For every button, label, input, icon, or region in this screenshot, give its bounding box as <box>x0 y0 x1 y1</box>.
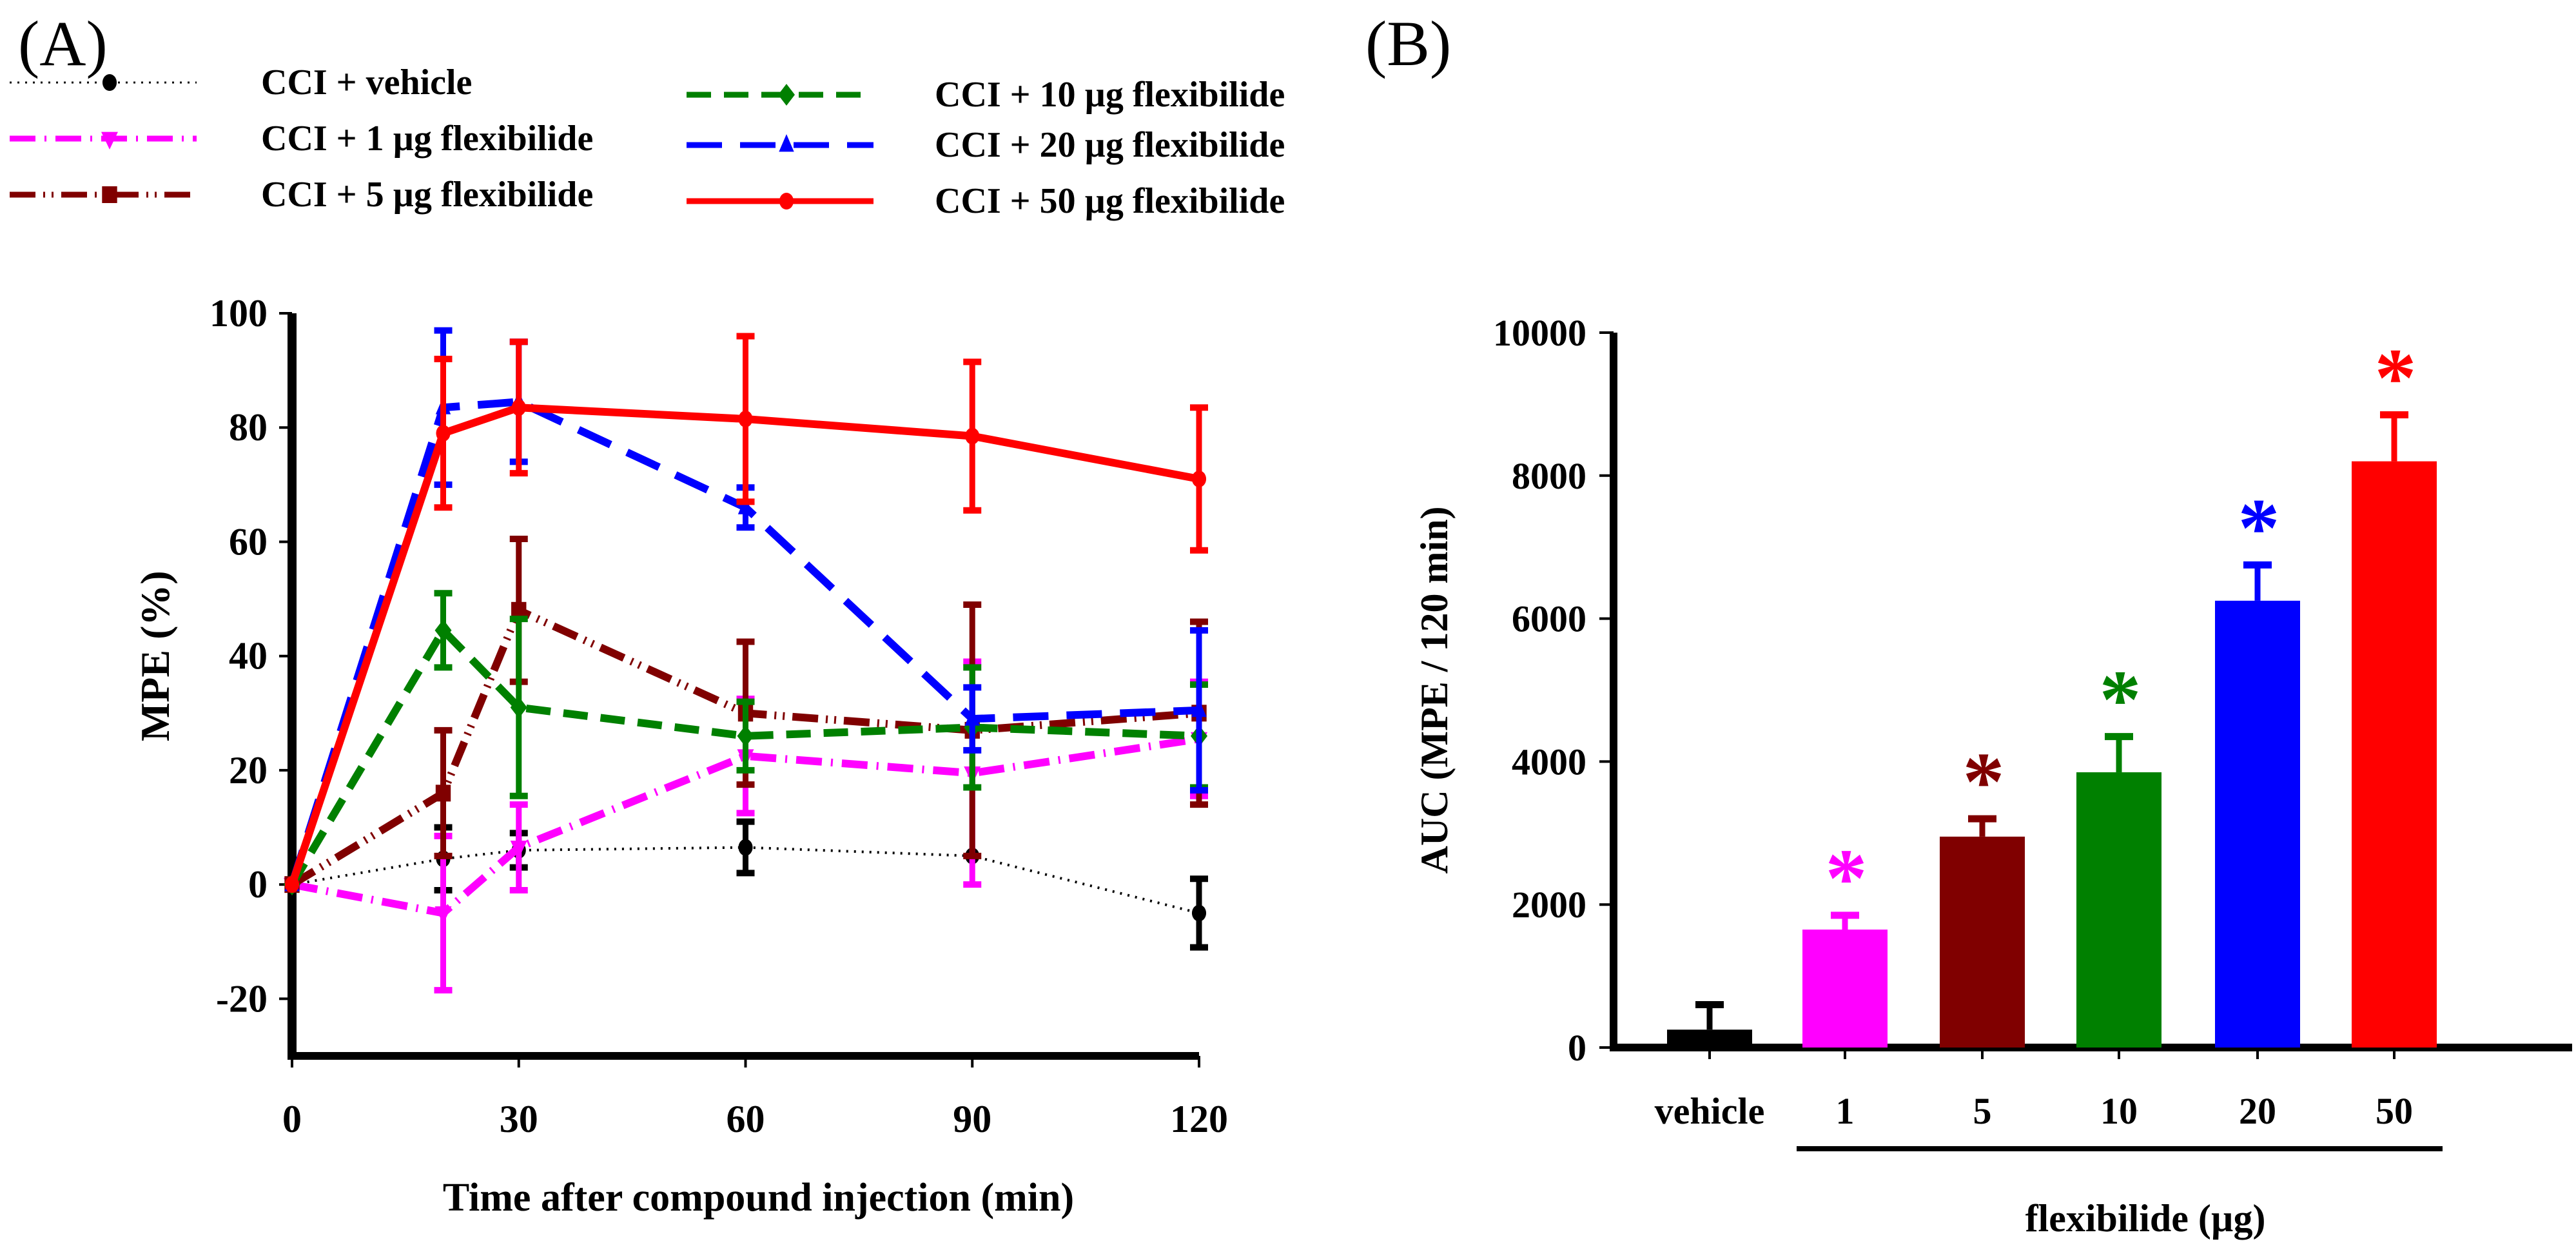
legend-marker-circle-icon <box>779 193 794 210</box>
legend-item: CCI + 10 µg flexibilide <box>683 69 1285 121</box>
data-point <box>1191 904 1207 922</box>
data-point <box>435 785 451 802</box>
legend-item: CCI + 20 µg flexibilide <box>683 119 1285 171</box>
series-line <box>289 606 1200 888</box>
data-point <box>965 427 980 445</box>
legend-label: CCI + 5 µg flexibilide <box>261 175 594 215</box>
legend-marker-triangle-down-icon <box>101 132 118 150</box>
x-tick-label: 50 <box>2376 1090 2413 1132</box>
y-tick-label: 100 <box>210 292 268 335</box>
y-axis-label: AUC (MPE / 120 min) <box>1413 507 1456 874</box>
bar-50 <box>2352 461 2437 1048</box>
legend-label: CCI + vehicle <box>261 63 473 102</box>
y-tick-label: 6000 <box>1512 598 1586 640</box>
y-tick-label: 4000 <box>1512 741 1586 783</box>
significance-asterisk-icon: * <box>1826 832 1868 925</box>
data-point <box>511 399 526 416</box>
chart-b-bar-chart: 0 2000 4000 6000 8000 10000 AUC (MPE / 120 min… <box>1413 312 2572 1240</box>
y-tick-label: 20 <box>229 749 268 792</box>
panel-b-label: (B) <box>1365 8 1452 79</box>
x-tick-label: 5 <box>1973 1090 1992 1132</box>
y-tick-label: 0 <box>248 863 268 906</box>
bar-10 <box>2076 772 2161 1048</box>
legend-label: CCI + 50 µg flexibilide <box>935 181 1285 221</box>
significance-asterisk-icon: * <box>2100 654 2142 746</box>
data-point <box>964 708 980 726</box>
y-tick-label: 10000 <box>1493 312 1586 354</box>
significance-asterisk-icon: * <box>1963 736 2005 828</box>
legend-label: CCI + 10 µg flexibilide <box>935 75 1285 115</box>
data-point <box>1191 699 1207 717</box>
bar-vehicle <box>1667 1029 1752 1048</box>
x-tick-label: 20 <box>2239 1090 2276 1132</box>
legend-marker-circle-icon <box>102 74 117 91</box>
data-point <box>1191 470 1207 487</box>
x-tick-label: 90 <box>953 1098 991 1140</box>
legend-swatch <box>10 132 197 150</box>
chart-a-line-chart: -20 0 20 40 60 80 100 0 30 60 90 120 Time after comp… <box>132 292 1228 1220</box>
data-point <box>510 696 527 719</box>
data-point <box>510 841 527 859</box>
legend-swatch <box>687 84 873 106</box>
legend-swatch <box>687 193 873 210</box>
legend-swatch <box>10 186 197 203</box>
data-point <box>434 619 452 641</box>
legend-item: CCI + 5 µg flexibilide <box>6 169 593 220</box>
data-point <box>737 496 754 514</box>
series-line <box>291 735 1200 917</box>
data-point <box>738 410 753 427</box>
y-tick-label: 2000 <box>1512 884 1586 926</box>
x-axis-label: flexibilide (µg) <box>2025 1197 2266 1240</box>
legend-label: CCI + 1 µg flexibilide <box>261 119 594 159</box>
x-tick-label: 30 <box>500 1098 538 1140</box>
significance-asterisk-icon: * <box>2375 332 2417 425</box>
x-tick-label: 0 <box>282 1098 302 1140</box>
series-line <box>288 626 1200 887</box>
significance-asterisk-icon: * <box>2238 482 2280 574</box>
legend-swatch <box>687 134 873 152</box>
bar-1 <box>1802 930 1888 1048</box>
x-tick-label: 60 <box>727 1098 765 1140</box>
data-point <box>434 906 452 924</box>
x-tick-label: 1 <box>1836 1090 1855 1132</box>
bar-20 <box>2215 600 2300 1048</box>
x-tick-label: 120 <box>1170 1098 1228 1140</box>
y-tick-label: 8000 <box>1512 455 1586 497</box>
legend-item: CCI + 1 µg flexibilide <box>6 113 593 164</box>
y-tick-label: -20 <box>216 977 268 1020</box>
panel-a-label: (A) <box>18 8 108 79</box>
data-point <box>738 839 753 856</box>
y-tick-label: 40 <box>229 635 268 678</box>
data-point <box>436 425 451 442</box>
series-line <box>288 404 1200 886</box>
y-tick-label: 0 <box>1568 1027 1586 1069</box>
bar-5 <box>1940 836 2025 1048</box>
series-0 <box>284 818 1208 951</box>
legend-marker-diamond-icon <box>778 84 795 106</box>
x-tick-label: 10 <box>2100 1090 2138 1132</box>
data-point <box>511 601 527 619</box>
legend-marker-square-icon <box>102 186 117 203</box>
x-axis-label: Time after compound injection (min) <box>443 1176 1074 1220</box>
x-tick-label: vehicle <box>1655 1090 1765 1132</box>
series-5 <box>284 333 1208 893</box>
series-line <box>288 398 1200 886</box>
y-axis-label: MPE (%) <box>132 570 178 741</box>
y-tick-label: 60 <box>229 520 268 563</box>
data-point <box>284 876 300 893</box>
legend-item: CCI + 50 µg flexibilide <box>683 175 1285 227</box>
data-point <box>737 725 754 747</box>
legend-swatch <box>10 74 197 91</box>
legend-label: CCI + 20 µg flexibilide <box>935 125 1285 165</box>
y-tick-label: 80 <box>229 406 268 449</box>
legend-item: CCI + vehicle <box>6 57 472 108</box>
legend-marker-triangle-up-icon <box>779 134 794 152</box>
